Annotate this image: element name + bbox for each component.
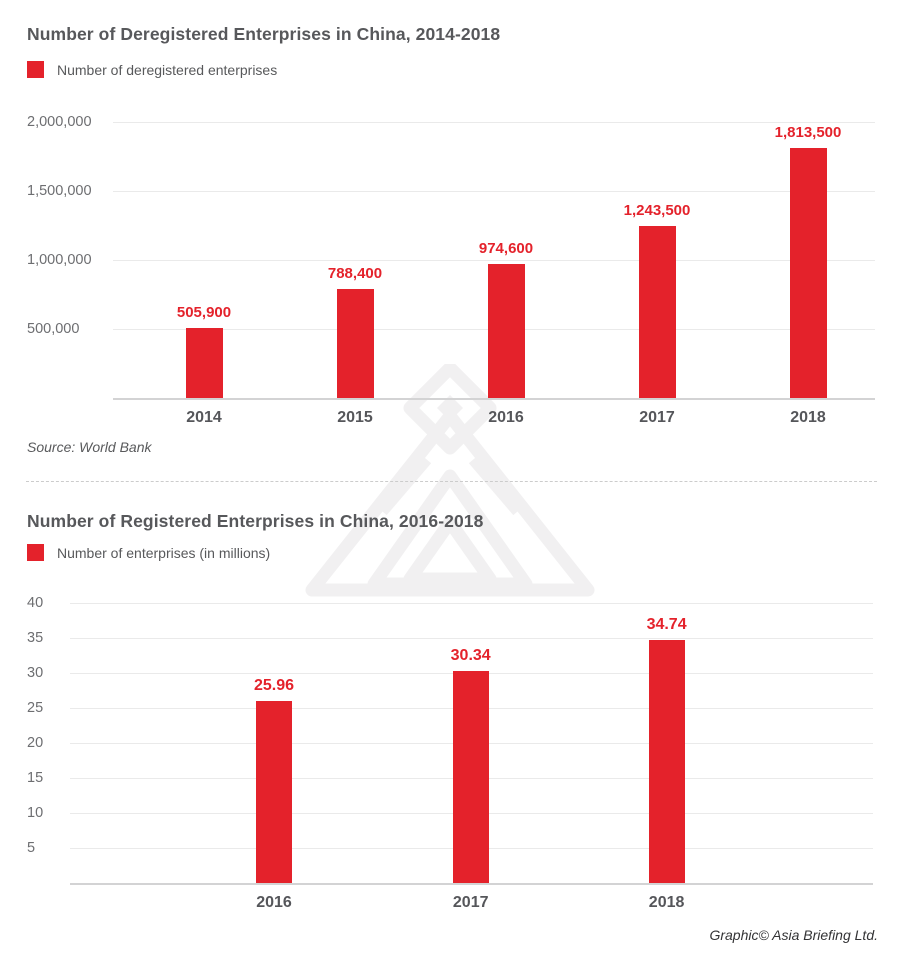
- gridline-1000000: [113, 260, 875, 261]
- x-axis-tick-label-2017: 2017: [639, 409, 675, 426]
- y-axis-tick-label: 10: [27, 805, 44, 821]
- chart2-legend-swatch-icon: [27, 544, 44, 561]
- bar-value-label-2016: 25.96: [253, 677, 295, 694]
- gridline-35: [70, 638, 873, 639]
- bar-value-label-2016: 974,600: [478, 240, 534, 257]
- gridline-40: [70, 603, 873, 604]
- y-axis-tick-label: 1,000,000: [27, 252, 92, 268]
- chart2-plot-area: 40 35 30 25 20 15 10 5 25.96 2016 30.34 2017 34.74 20…: [0, 595, 900, 923]
- chart1-source-note: Source: World Bank: [27, 439, 152, 455]
- gridline-2000000: [113, 122, 875, 123]
- section-divider: [26, 481, 877, 482]
- y-axis-tick-label: 35: [27, 630, 44, 646]
- y-axis-tick-label: 2,000,000: [27, 114, 92, 130]
- chart1-legend-label: Number of deregistered enterprises: [57, 61, 278, 78]
- chart1-plot-area: 2,000,000 1,500,000 1,000,000 500,000 505,90…: [0, 114, 900, 452]
- chart1-legend: Number of deregistered enterprises: [27, 61, 277, 78]
- bar-value-label-2018: 34.74: [646, 616, 687, 633]
- x-axis-tick-label-2015: 2015: [337, 409, 373, 426]
- gridline-1500000: [113, 191, 875, 192]
- x-axis-tick-label-2018: 2018: [790, 409, 826, 426]
- bar-2018: [789, 148, 827, 398]
- y-axis-tick-label: 5: [27, 840, 36, 856]
- x-axis-baseline: [70, 883, 873, 885]
- bar-2016: [256, 701, 292, 883]
- x-axis-tick-label-2017: 2017: [452, 894, 489, 911]
- chart2-legend-label: Number of enterprises (in millions): [57, 544, 271, 561]
- x-axis-tick-label-2016: 2016: [256, 894, 292, 911]
- x-axis-tick-label-2018: 2018: [648, 894, 685, 911]
- y-axis-tick-label: 1,500,000: [27, 183, 92, 199]
- y-axis-tick-label: 15: [27, 770, 44, 786]
- bar-value-label-2017: 30.34: [450, 647, 491, 664]
- y-axis-tick-label: 500,000: [27, 321, 80, 337]
- bar-2018: [648, 640, 685, 883]
- bar-2017: [452, 671, 489, 883]
- bar-value-label-2015: 788,400: [327, 265, 383, 282]
- y-axis-tick-label: 30: [27, 665, 44, 681]
- chart1-legend-swatch-icon: [27, 61, 44, 78]
- y-axis-tick-label: 25: [27, 700, 44, 716]
- chart2-title: Number of Registered Enterprises in Chin…: [27, 511, 484, 531]
- y-axis-tick-label: 40: [27, 595, 44, 611]
- bar-2015: [336, 289, 374, 398]
- chart2-legend: Number of enterprises (in millions): [27, 544, 270, 561]
- x-axis-tick-label-2014: 2014: [186, 409, 222, 426]
- x-axis-tick-label-2016: 2016: [488, 409, 524, 426]
- bar-value-label-2018: 1,813,500: [774, 124, 842, 141]
- bar-value-label-2014: 505,900: [176, 304, 232, 321]
- bar-2014: [185, 328, 223, 398]
- y-axis-tick-label: 20: [27, 735, 44, 751]
- bar-value-label-2017: 1,243,500: [623, 202, 691, 219]
- bar-2017: [638, 226, 676, 398]
- graphic-credit: Graphic© Asia Briefing Ltd.: [709, 927, 878, 943]
- chart1-title: Number of Deregistered Enterprises in Ch…: [27, 24, 501, 44]
- x-axis-baseline: [113, 398, 875, 400]
- bar-2016: [487, 264, 525, 398]
